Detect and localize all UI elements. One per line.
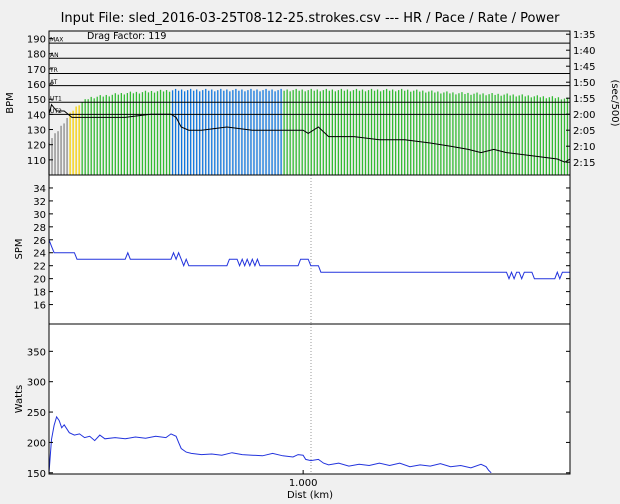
- hr-y-tick-label: 110: [27, 156, 46, 167]
- pace-y-tick-label: 1:40: [573, 46, 595, 57]
- y-tick-label: 26: [33, 236, 46, 247]
- hr-y-tick-label: 130: [27, 126, 46, 137]
- y-tick-label: 150: [27, 469, 46, 480]
- spm-line: [48, 239, 570, 318]
- hr-y-tick-label: 140: [27, 110, 46, 121]
- pace-y-tick-label: 2:00: [573, 110, 595, 121]
- y-tick-label: 350: [27, 347, 46, 358]
- hr-y-tick-label: 160: [27, 80, 46, 91]
- spm-axis-label: SPM: [14, 238, 25, 259]
- y-tick-label: 300: [27, 378, 46, 389]
- x-axis-label: Dist (km): [287, 490, 333, 501]
- hr-y-axis: 110 120 130 140 150 160 170 180 190: [27, 35, 53, 167]
- hr-bars: [48, 88, 569, 175]
- y-tick-label: 34: [33, 184, 46, 195]
- y-tick-label: 28: [33, 223, 46, 234]
- x-tick-label: 1.000: [289, 478, 318, 489]
- hr-y-tick-label: 120: [27, 141, 46, 152]
- pace-line: [48, 103, 571, 163]
- figure-title: Input File: sled_2016-03-25T08-12-25.str…: [61, 11, 561, 26]
- pace-y-tick-label: 1:55: [573, 94, 595, 105]
- y-tick-label: 22: [33, 262, 46, 273]
- pace-y-tick-label: 2:15: [573, 158, 595, 169]
- x-axis: 1.000: [289, 470, 318, 489]
- hr-zone-label: AN: [50, 52, 59, 59]
- spm-y-axis: 16 18 20 22 24 26 28 30 32 34: [33, 184, 570, 312]
- y-tick-label: 32: [33, 197, 46, 208]
- y-tick-label: 30: [33, 210, 46, 221]
- hr-y-tick-label: 150: [27, 95, 46, 106]
- y-tick-label: 20: [33, 275, 46, 286]
- hr-zone-label: UT1: [50, 96, 62, 103]
- spm-axes-bg: [49, 175, 570, 324]
- y-tick-label: 16: [33, 301, 46, 312]
- pace-axis-label: (sec/500): [609, 79, 620, 126]
- hr-y-tick-label: 190: [27, 35, 46, 46]
- drag-factor-label: Drag Factor: 119: [87, 31, 166, 42]
- spm-panel: 16 18 20 22 24 26 28 30 32 34 SPM: [14, 174, 571, 325]
- watts-y-axis: 150 200 250 300 350: [27, 347, 570, 480]
- watts-axes-frame: [48, 323, 571, 475]
- watts-line: [48, 415, 492, 474]
- pace-y-tick-label: 2:05: [573, 126, 595, 137]
- hr-zone-label: MAX: [50, 37, 63, 44]
- pace-y-tick-label: 1:50: [573, 78, 595, 89]
- watts-axes-bg: [49, 324, 570, 474]
- hr-y-tick-label: 170: [27, 65, 46, 76]
- y-tick-label: 250: [27, 408, 46, 419]
- y-tick-label: 200: [27, 438, 46, 449]
- watts-axis-label: Watts: [14, 385, 25, 413]
- hr-pace-panel: MAX AN TR AT UT1 UT2 110 120 130 140 150 160 170 180…: [5, 30, 620, 176]
- hr-zone-lines: MAX AN TR AT UT1 UT2: [49, 37, 570, 115]
- y-tick-label: 24: [33, 249, 46, 260]
- pace-y-tick-label: 2:10: [573, 142, 595, 153]
- bpm-axis-label: BPM: [5, 92, 16, 114]
- watts-panel: 150 200 250 300 350 Watts 1.000 Dist (km): [14, 323, 571, 501]
- hr-zone-label: TR: [49, 67, 58, 74]
- hr-y-tick-label: 180: [27, 50, 46, 61]
- pace-y-axis: 1:35 1:40 1:45 1:50 1:55 2:00 2:05 2:10 2:15: [566, 30, 595, 169]
- hr-zone-label: UT2: [50, 108, 62, 115]
- pace-y-tick-label: 1:45: [573, 62, 595, 73]
- pace-y-tick-label: 1:35: [573, 30, 595, 41]
- y-tick-label: 18: [33, 288, 46, 299]
- hr-zone-label: AT: [50, 79, 58, 86]
